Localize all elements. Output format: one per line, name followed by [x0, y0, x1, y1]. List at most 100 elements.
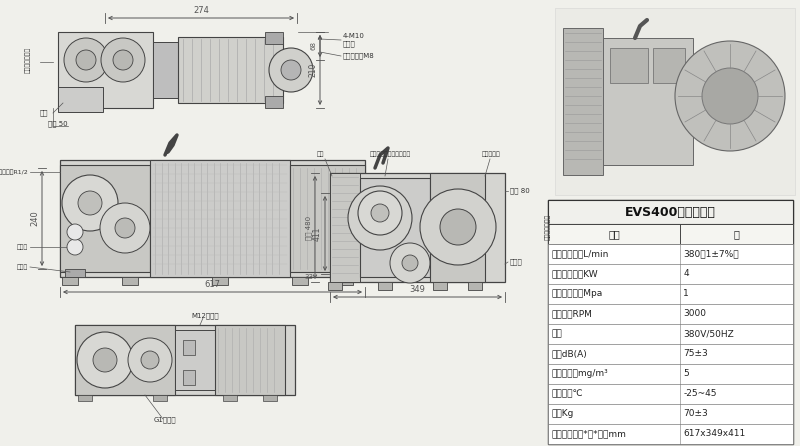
Bar — [378, 282, 392, 290]
Bar — [265, 32, 283, 44]
Circle shape — [101, 38, 145, 82]
Circle shape — [702, 68, 758, 124]
Circle shape — [77, 332, 133, 388]
Bar — [223, 395, 237, 401]
Bar — [330, 173, 505, 282]
Bar — [548, 424, 793, 444]
Bar — [178, 37, 283, 103]
Circle shape — [100, 203, 150, 253]
Text: -25~45: -25~45 — [683, 389, 717, 398]
Text: 4-M10: 4-M10 — [343, 33, 365, 39]
Bar — [548, 284, 793, 304]
Bar — [433, 282, 447, 290]
Bar — [548, 244, 793, 264]
Text: 外形尺寸（长*宽*高）mm: 外形尺寸（长*宽*高）mm — [551, 429, 626, 438]
Text: 空滤，油细排排保养空间: 空滤，油细排排保养空间 — [370, 151, 410, 157]
Text: 274: 274 — [193, 6, 209, 15]
Text: 70±3: 70±3 — [683, 409, 708, 418]
Text: 380V/50HZ: 380V/50HZ — [683, 330, 734, 339]
Text: 双油镜: 双油镜 — [17, 244, 28, 250]
Bar — [58, 32, 153, 108]
Bar — [215, 325, 285, 395]
Text: 额定工作压力Mpa: 额定工作压力Mpa — [551, 289, 602, 298]
Text: 240: 240 — [30, 211, 39, 227]
Bar — [360, 178, 430, 277]
Text: 617x349x411: 617x349x411 — [683, 429, 746, 438]
Circle shape — [281, 60, 301, 80]
Text: 额定转速RPM: 额定转速RPM — [551, 310, 592, 318]
Bar — [60, 165, 150, 272]
Circle shape — [78, 191, 102, 215]
Text: 散热器前方空间: 散热器前方空间 — [545, 214, 550, 240]
Bar — [183, 340, 195, 355]
Circle shape — [440, 209, 476, 245]
Text: 4: 4 — [683, 269, 689, 278]
Bar — [548, 200, 793, 444]
Bar — [603, 38, 693, 165]
Circle shape — [64, 38, 108, 82]
Bar — [330, 173, 360, 282]
Bar — [563, 28, 603, 175]
Circle shape — [128, 338, 172, 382]
Bar — [548, 200, 793, 224]
Text: 5: 5 — [683, 369, 689, 379]
Circle shape — [390, 243, 430, 283]
Text: 大于 50: 大于 50 — [48, 120, 68, 127]
Bar — [610, 48, 648, 83]
Text: 1: 1 — [683, 289, 689, 298]
Bar — [75, 325, 175, 395]
Bar — [548, 224, 793, 244]
Text: 33: 33 — [304, 274, 313, 280]
Text: 项目: 项目 — [608, 229, 620, 239]
Text: 210: 210 — [308, 63, 317, 77]
Text: 电机额定功率KW: 电机额定功率KW — [551, 269, 598, 278]
Text: 油液: 油液 — [39, 110, 48, 116]
Bar — [555, 8, 795, 195]
Circle shape — [67, 224, 83, 240]
Circle shape — [93, 348, 117, 372]
Text: 68: 68 — [311, 41, 317, 50]
Circle shape — [420, 189, 496, 265]
Bar — [548, 324, 793, 344]
Text: 大于 80: 大于 80 — [510, 188, 530, 194]
Text: 空压机排气口R1/2: 空压机排气口R1/2 — [0, 169, 28, 175]
Text: 大于 480: 大于 480 — [306, 215, 312, 240]
Bar — [265, 96, 283, 108]
Text: 75±3: 75±3 — [683, 350, 708, 359]
Bar — [263, 395, 277, 401]
Circle shape — [76, 50, 96, 70]
Circle shape — [62, 175, 118, 231]
Bar — [548, 304, 793, 324]
Bar — [548, 364, 793, 384]
Bar — [60, 160, 365, 277]
Bar — [153, 395, 167, 401]
Text: 滤油口: 滤油口 — [17, 264, 28, 270]
Text: EVS400技术参数表: EVS400技术参数表 — [625, 206, 716, 219]
Text: 空滤: 空滤 — [316, 151, 324, 157]
Bar — [468, 282, 482, 290]
Bar — [548, 264, 793, 284]
Text: 油气分离器: 油气分离器 — [482, 151, 500, 157]
Text: 值: 值 — [734, 229, 739, 239]
Circle shape — [675, 41, 785, 151]
Text: 349: 349 — [410, 285, 426, 294]
Bar — [292, 277, 308, 285]
Bar — [548, 344, 793, 364]
Bar — [548, 384, 793, 404]
Circle shape — [402, 255, 418, 271]
Circle shape — [115, 218, 135, 238]
Circle shape — [67, 239, 83, 255]
Text: 617: 617 — [205, 280, 221, 289]
Bar — [75, 325, 295, 395]
Circle shape — [269, 48, 313, 92]
Text: 重量Kg: 重量Kg — [551, 409, 574, 418]
Bar — [653, 48, 685, 83]
Text: 公称容积流量L/min: 公称容积流量L/min — [551, 249, 608, 259]
Circle shape — [348, 186, 412, 250]
Text: 环境温度℃: 环境温度℃ — [551, 389, 582, 398]
Text: G1清洁孔: G1清洁孔 — [154, 417, 176, 423]
Circle shape — [371, 204, 389, 222]
Text: 电机接线孔M8: 电机接线孔M8 — [343, 53, 374, 59]
Bar — [328, 282, 342, 290]
Bar — [175, 330, 215, 390]
